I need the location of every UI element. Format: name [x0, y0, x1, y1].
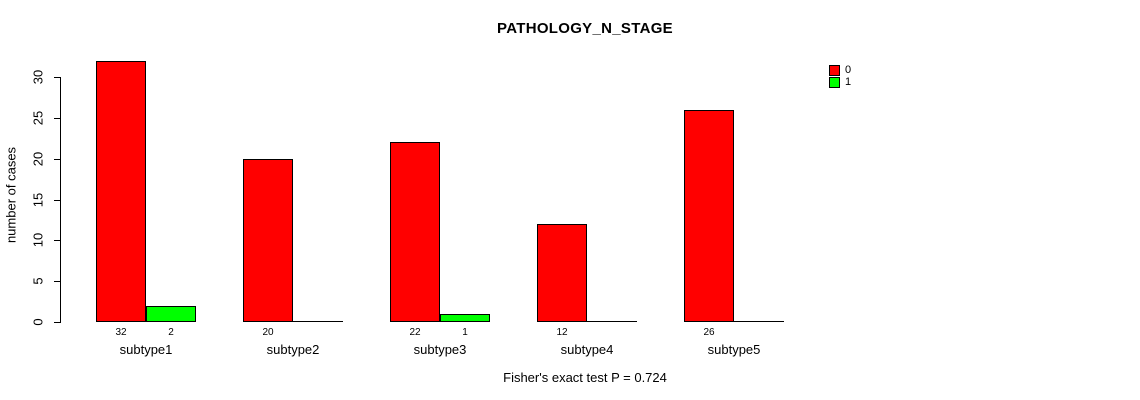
- y-tick-mark: [54, 322, 61, 323]
- y-tick-mark: [54, 77, 61, 78]
- legend-swatch-1: [829, 77, 840, 88]
- bar-value-label: 2: [168, 327, 174, 338]
- y-tick-mark: [54, 281, 61, 282]
- x-category-label: subtype3: [413, 342, 467, 357]
- bar-0-subtype3: [390, 142, 440, 322]
- bar-1-subtype5: [734, 321, 784, 322]
- bar-value-label: 22: [409, 327, 421, 338]
- footer-stat-label: Fisher's exact test P = 0.724: [503, 370, 667, 385]
- legend-swatch-0: [829, 65, 840, 76]
- y-axis-title: number of cases: [3, 146, 19, 244]
- bar-value-label: 26: [703, 327, 715, 338]
- bar-1-subtype4: [587, 321, 637, 322]
- y-tick-label: 5: [30, 277, 46, 285]
- legend-label: 1: [845, 76, 852, 88]
- y-tick-mark: [54, 118, 61, 119]
- y-tick-label: 0: [30, 318, 46, 326]
- x-category-label: subtype2: [266, 342, 320, 357]
- y-tick-mark: [54, 240, 61, 241]
- chart-title: PATHOLOGY_N_STAGE: [497, 20, 673, 37]
- y-tick-label: 25: [30, 110, 46, 126]
- legend-label: 0: [845, 64, 852, 76]
- bar-value-label: 1: [462, 327, 468, 338]
- y-tick-label: 15: [30, 192, 46, 208]
- bar-0-subtype2: [243, 159, 293, 322]
- bar-value-label: 32: [115, 327, 127, 338]
- bar-1-subtype2: [293, 321, 343, 322]
- y-tick-mark: [54, 159, 61, 160]
- legend-entry-0: 0: [829, 65, 851, 76]
- x-category-label: subtype1: [119, 342, 173, 357]
- y-tick-label: 20: [30, 151, 46, 167]
- x-category-label: subtype5: [707, 342, 761, 357]
- bar-0-subtype4: [537, 224, 587, 322]
- bar-0-subtype5: [684, 110, 734, 322]
- bar-1-subtype3: [440, 314, 490, 322]
- y-tick-label: 30: [30, 69, 46, 85]
- bar-value-label: 12: [556, 327, 568, 338]
- y-tick-mark: [54, 200, 61, 201]
- legend-entry-1: 1: [829, 77, 851, 88]
- bar-value-label: 20: [262, 327, 274, 338]
- y-tick-label: 10: [30, 232, 46, 248]
- x-category-label: subtype4: [560, 342, 614, 357]
- bar-0-subtype1: [96, 61, 146, 322]
- bar-1-subtype1: [146, 306, 196, 322]
